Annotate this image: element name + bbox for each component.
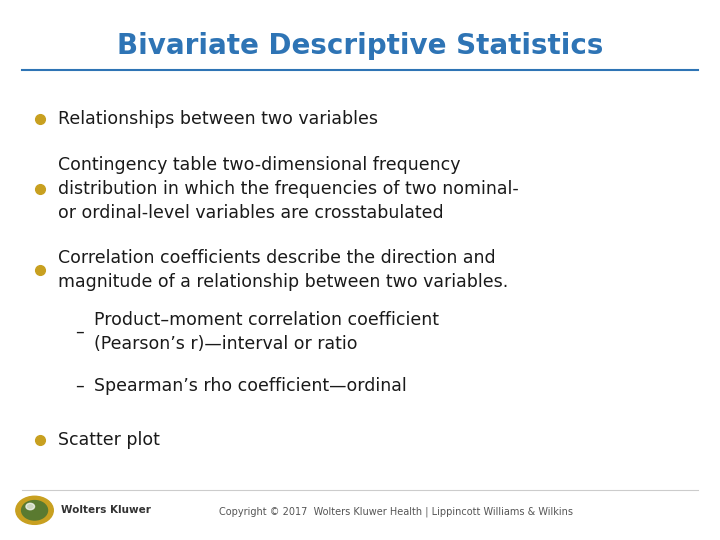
- Text: Contingency table two-dimensional frequency
distribution in which the frequencie: Contingency table two-dimensional freque…: [58, 156, 518, 222]
- Text: Spearman’s rho coefficient—ordinal: Spearman’s rho coefficient—ordinal: [94, 377, 406, 395]
- Text: Copyright © 2017  Wolters Kluwer Health | Lippincott Williams & Wilkins: Copyright © 2017 Wolters Kluwer Health |…: [219, 507, 573, 517]
- Text: –: –: [75, 323, 84, 341]
- Text: Product–moment correlation coefficient
(Pearson’s r)—interval or ratio: Product–moment correlation coefficient (…: [94, 311, 438, 353]
- Text: –: –: [75, 377, 84, 395]
- Circle shape: [26, 503, 35, 510]
- Text: Correlation coefficients describe the direction and
magnitude of a relationship : Correlation coefficients describe the di…: [58, 249, 508, 291]
- Circle shape: [22, 501, 48, 520]
- Text: Relationships between two variables: Relationships between two variables: [58, 110, 377, 128]
- Text: Bivariate Descriptive Statistics: Bivariate Descriptive Statistics: [117, 32, 603, 60]
- Text: Wolters Kluwer: Wolters Kluwer: [61, 505, 151, 515]
- Text: Scatter plot: Scatter plot: [58, 431, 159, 449]
- Circle shape: [16, 496, 53, 524]
